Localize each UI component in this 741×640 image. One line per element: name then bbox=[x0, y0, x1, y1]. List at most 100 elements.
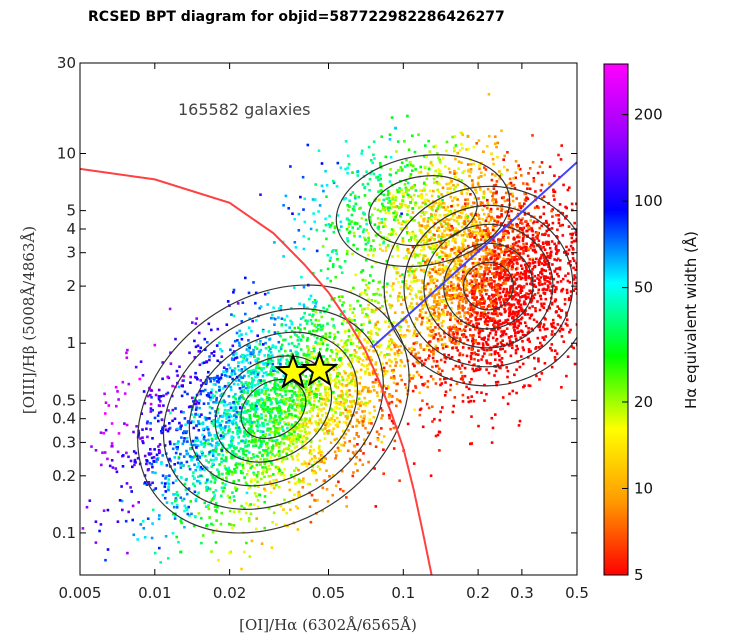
scatter-point bbox=[267, 464, 270, 468]
scatter-point bbox=[265, 408, 269, 412]
scatter-point bbox=[258, 398, 261, 402]
scatter-point bbox=[340, 396, 344, 399]
scatter-point bbox=[591, 318, 594, 321]
scatter-point bbox=[213, 477, 217, 480]
scatter-point bbox=[324, 338, 327, 342]
scatter-point bbox=[333, 396, 336, 399]
scatter-point bbox=[471, 262, 475, 265]
scatter-point bbox=[352, 471, 355, 474]
scatter-point bbox=[252, 378, 255, 382]
scatter-point bbox=[392, 422, 395, 425]
scatter-point bbox=[225, 472, 228, 475]
scatter-point bbox=[184, 478, 188, 482]
scatter-point bbox=[388, 393, 391, 396]
scatter-point bbox=[186, 420, 190, 423]
scatter-point bbox=[324, 398, 328, 402]
scatter-point bbox=[508, 381, 512, 384]
scatter-point bbox=[194, 371, 197, 375]
scatter-point bbox=[185, 492, 189, 496]
scatter-point bbox=[550, 209, 553, 213]
scatter-point bbox=[410, 254, 413, 258]
scatter-point bbox=[214, 489, 218, 492]
scatter-point bbox=[280, 343, 284, 347]
scatter-point bbox=[486, 235, 489, 239]
scatter-point bbox=[302, 305, 306, 309]
scatter-point bbox=[438, 267, 442, 271]
scatter-point bbox=[474, 340, 477, 343]
scatter-point bbox=[198, 406, 201, 410]
scatter-point bbox=[293, 446, 297, 449]
scatter-point bbox=[539, 245, 542, 248]
scatter-point bbox=[195, 453, 199, 456]
scatter-point bbox=[233, 414, 236, 417]
scatter-point bbox=[240, 360, 243, 364]
scatter-point bbox=[517, 311, 520, 314]
scatter-point bbox=[267, 353, 270, 357]
scatter-point bbox=[288, 449, 292, 452]
scatter-point bbox=[213, 505, 217, 508]
scatter-point bbox=[311, 301, 315, 304]
scatter-point bbox=[336, 422, 339, 426]
scatter-point bbox=[278, 469, 281, 473]
scatter-point bbox=[439, 299, 442, 302]
scatter-point bbox=[284, 412, 288, 416]
scatter-point bbox=[506, 402, 510, 406]
scatter-point bbox=[542, 256, 546, 259]
scatter-point bbox=[298, 480, 301, 484]
scatter-point bbox=[308, 410, 312, 413]
scatter-point bbox=[393, 377, 396, 380]
scatter-point bbox=[364, 426, 367, 430]
scatter-point bbox=[374, 378, 378, 381]
scatter-point bbox=[251, 380, 254, 383]
scatter-point bbox=[486, 343, 490, 347]
scatter-point bbox=[280, 317, 284, 320]
scatter-point bbox=[329, 376, 332, 380]
scatter-point bbox=[264, 414, 267, 418]
scatter-point bbox=[357, 435, 360, 438]
scatter-point bbox=[275, 383, 278, 386]
scatter-point bbox=[392, 321, 396, 324]
scatter-point bbox=[398, 399, 402, 403]
scatter-point bbox=[245, 357, 249, 361]
scatter-point bbox=[486, 316, 490, 319]
scatter-point bbox=[515, 368, 518, 371]
scatter-point bbox=[151, 465, 154, 469]
scatter-point bbox=[344, 340, 348, 343]
scatter-point bbox=[493, 328, 496, 332]
scatter-point bbox=[320, 403, 323, 406]
scatter-point bbox=[139, 523, 143, 526]
scatter-point bbox=[427, 340, 431, 344]
scatter-point bbox=[464, 317, 468, 320]
scatter-point bbox=[514, 349, 518, 352]
scatter-point bbox=[261, 343, 265, 346]
scatter-point bbox=[207, 395, 211, 398]
scatter-point bbox=[293, 476, 296, 480]
scatter-point bbox=[296, 397, 300, 400]
scatter-point bbox=[164, 428, 168, 431]
scatter-point bbox=[313, 428, 317, 432]
scatter-point bbox=[468, 381, 472, 384]
scatter-point bbox=[302, 477, 305, 480]
scatter-point bbox=[481, 342, 485, 345]
scatter-point bbox=[171, 384, 174, 388]
scatter-point bbox=[285, 447, 288, 450]
scatter-point bbox=[127, 510, 130, 514]
scatter-point bbox=[275, 441, 278, 444]
scatter-point bbox=[323, 461, 326, 465]
scatter-point bbox=[468, 308, 472, 311]
scatter-point bbox=[234, 392, 237, 396]
scatter-point bbox=[507, 221, 510, 224]
scatter-point bbox=[491, 336, 495, 340]
scatter-point bbox=[509, 288, 512, 291]
scatter-point bbox=[390, 376, 393, 379]
scatter-point bbox=[267, 345, 271, 349]
scatter-point bbox=[553, 174, 556, 177]
scatter-point bbox=[533, 206, 537, 210]
scatter-point bbox=[208, 516, 211, 519]
scatter-point bbox=[238, 406, 242, 410]
scatter-point bbox=[193, 515, 197, 518]
scatter-point bbox=[324, 394, 328, 397]
scatter-point bbox=[432, 353, 435, 356]
scatter-point bbox=[404, 283, 407, 286]
scatter-point bbox=[516, 235, 519, 239]
